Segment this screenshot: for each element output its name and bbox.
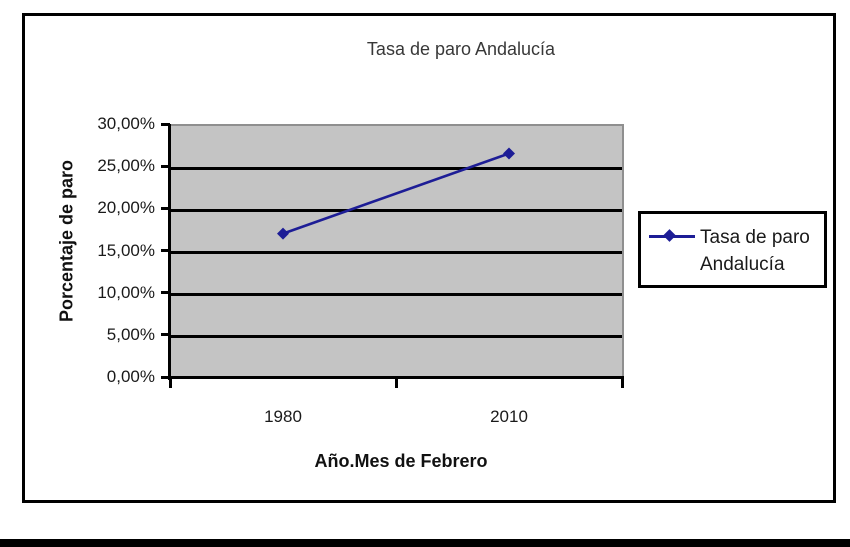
legend-label-line1: Tasa de paro xyxy=(700,227,810,248)
legend-label: Tasa de paro Andalucía xyxy=(700,224,810,278)
gridline xyxy=(170,251,622,254)
gridline xyxy=(170,208,622,212)
y-axis-tick xyxy=(161,333,170,337)
gridline xyxy=(170,166,622,170)
x-category-label: 2010 xyxy=(490,407,528,426)
y-tick-label: 20,00% xyxy=(97,198,155,218)
x-category-label: 1980 xyxy=(264,407,302,426)
x-axis-tick xyxy=(168,377,172,388)
plot-area xyxy=(170,124,624,379)
y-tick-label: 0,00% xyxy=(106,367,155,386)
y-tick-label: 5,00% xyxy=(106,324,155,344)
y-axis-tick xyxy=(161,206,170,210)
y-tick-label: 30,00% xyxy=(97,114,155,133)
legend-label-line2: Andalucía xyxy=(700,254,785,275)
y-axis-tick xyxy=(161,291,170,295)
chart-title: Tasa de paro Andalucía xyxy=(366,39,556,59)
y-axis-tick xyxy=(161,164,170,168)
legend: Tasa de paro Andalucía xyxy=(638,211,827,288)
y-axis-tick xyxy=(161,122,170,126)
x-axis-title: Año.Mes de Febrero xyxy=(314,451,488,471)
y-tick-label: 15,00% xyxy=(97,240,155,260)
y-axis-tick xyxy=(161,375,170,379)
gridline xyxy=(170,335,622,339)
gridline xyxy=(170,293,622,297)
page-bottom-divider-bar xyxy=(0,539,850,547)
legend-diamond-icon xyxy=(663,229,676,242)
y-tick-label: 10,00% xyxy=(97,282,155,302)
x-axis-tick xyxy=(394,377,398,388)
y-tick-label: 25,00% xyxy=(97,156,155,176)
y-axis-line xyxy=(168,124,171,380)
y-axis-tick xyxy=(161,249,170,252)
y-axis-title: Porcentaje de paro xyxy=(56,159,77,323)
x-axis-tick xyxy=(620,377,624,388)
